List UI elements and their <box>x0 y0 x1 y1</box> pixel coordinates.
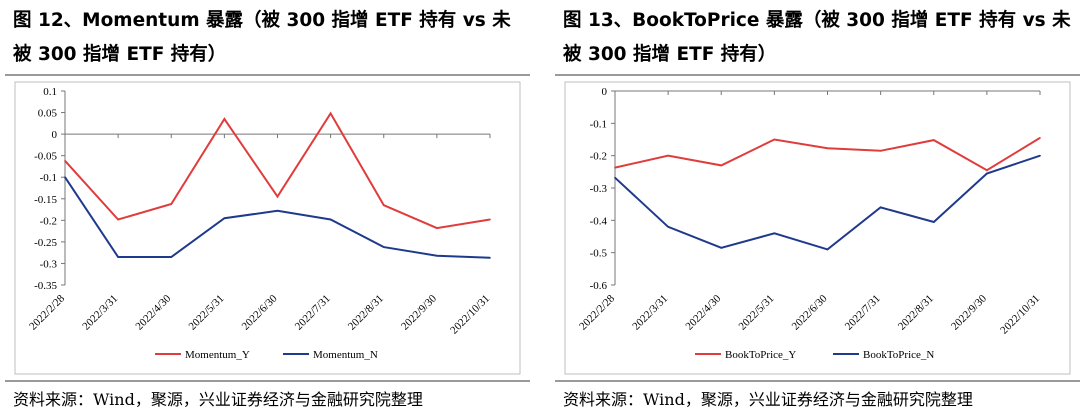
y-tick-label: -0.1 <box>590 118 607 130</box>
x-tick-label: 2022/8/31 <box>346 293 386 333</box>
data-point <box>64 176 66 179</box>
y-tick-label: -0.4 <box>590 215 608 227</box>
x-tick-label: 2022/6/30 <box>240 292 280 332</box>
y-tick-label: -0.6 <box>590 280 608 292</box>
series-line-n <box>614 154 1041 251</box>
data-point <box>667 154 669 157</box>
data-point <box>436 254 438 257</box>
x-tick-label: 2022/10/31 <box>998 293 1042 337</box>
chart-frame <box>564 81 1071 375</box>
data-point <box>773 232 776 235</box>
data-point <box>436 227 438 229</box>
bottom-rule <box>555 380 1080 382</box>
data-point <box>614 176 616 179</box>
top-rule <box>555 74 1080 76</box>
y-tick-label: -0.25 <box>34 237 57 249</box>
data-point <box>986 169 988 172</box>
chart-title: 图 13、BookToPrice 暴露（被 300 指增 ETF 持有 vs 未… <box>563 10 1071 65</box>
data-point <box>1039 137 1041 139</box>
y-tick-label: -0.05 <box>34 151 57 163</box>
x-tick-label: 2022/10/31 <box>448 293 492 337</box>
y-tick-label: -0.15 <box>34 194 57 206</box>
data-point <box>223 217 226 219</box>
momentum-chart: 0.1 0.05 0 -0.05 -0.1 -0.15 -0.2 -0.25 -0.3 -0.35… <box>14 81 521 375</box>
source-note: 资料来源：Wind，聚源，兴业证券经济与金融研究院整理 <box>13 390 423 409</box>
y-tick-label: -0.3 <box>590 183 608 195</box>
x-tick-label: 2022/8/31 <box>896 293 936 333</box>
x-tick-label: 2022/9/30 <box>399 292 439 332</box>
chart-panel-booktoprice: 图 13、BookToPrice 暴露（被 300 指增 ETF 持有 vs 未… <box>555 0 1080 420</box>
source-note: 资料来源：Wind，聚源，兴业证券经济与金融研究院整理 <box>563 390 973 409</box>
data-point <box>489 257 491 259</box>
x-tick-label: 2022/4/30 <box>133 292 173 332</box>
data-point <box>170 256 173 258</box>
x-tick-label: 2022/3/31 <box>80 293 120 333</box>
y-tick-label: -0.2 <box>40 215 57 227</box>
y-tick-label: -0.5 <box>590 248 608 260</box>
data-point <box>932 139 935 141</box>
data-point <box>329 112 332 115</box>
data-point <box>932 221 935 223</box>
x-tick-label: 2022/3/31 <box>630 293 670 333</box>
top-rule <box>5 74 530 76</box>
data-point <box>1039 154 1041 157</box>
data-point <box>329 218 332 221</box>
x-tick-label: 2022/5/31 <box>736 293 776 333</box>
x-tick-label: 2022/9/30 <box>949 292 989 332</box>
y-tick-label: 0.05 <box>38 108 58 120</box>
y-tick-label: -0.1 <box>40 172 57 184</box>
chart-frame <box>14 81 521 375</box>
chart-title: 图 12、Momentum 暴露（被 300 指增 ETF 持有 vs 未被 3… <box>13 10 511 65</box>
legend-label: Momentum_N <box>313 349 378 361</box>
legend-label: BookToPrice_Y <box>725 349 796 361</box>
data-point <box>986 172 988 175</box>
data-point <box>720 247 723 249</box>
x-tick-label: 2022/7/31 <box>843 293 883 333</box>
data-point <box>826 147 829 150</box>
y-tick-label: -0.2 <box>590 151 607 163</box>
data-point <box>223 118 226 120</box>
y-tick-label: 0.1 <box>43 86 57 98</box>
data-point <box>667 226 669 228</box>
series-line-n <box>64 176 491 259</box>
data-point <box>276 195 279 198</box>
x-tick-label: 2022/2/28 <box>27 292 67 332</box>
y-tick-label: -0.3 <box>40 258 58 270</box>
data-point <box>826 248 829 251</box>
chart-panel-momentum: 图 12、Momentum 暴露（被 300 指增 ETF 持有 vs 未被 3… <box>5 0 530 420</box>
data-point <box>117 218 119 221</box>
y-tick-label: 0 <box>602 86 608 98</box>
legend-label: Momentum_Y <box>185 349 250 361</box>
y-tick-label: 0 <box>52 129 58 141</box>
data-point <box>382 204 385 207</box>
bottom-rule <box>5 380 530 382</box>
x-tick-label: 2022/6/30 <box>790 292 830 332</box>
x-tick-label: 2022/5/31 <box>186 293 226 333</box>
data-point <box>489 218 491 221</box>
data-point <box>879 150 882 152</box>
series-line-y <box>614 137 1041 172</box>
x-tick-label: 2022/2/28 <box>577 292 617 332</box>
data-point <box>117 256 119 258</box>
data-point <box>773 138 776 141</box>
data-point <box>879 206 882 209</box>
y-tick-label: -0.35 <box>34 280 57 292</box>
x-tick-label: 2022/4/30 <box>683 292 723 332</box>
data-point <box>382 246 385 248</box>
data-point <box>170 203 173 205</box>
data-point <box>276 210 279 212</box>
data-point <box>720 164 723 167</box>
data-point <box>614 166 616 169</box>
data-point <box>64 160 66 162</box>
x-tick-label: 2022/7/31 <box>293 293 333 333</box>
legend-label: BookToPrice_N <box>863 349 934 361</box>
